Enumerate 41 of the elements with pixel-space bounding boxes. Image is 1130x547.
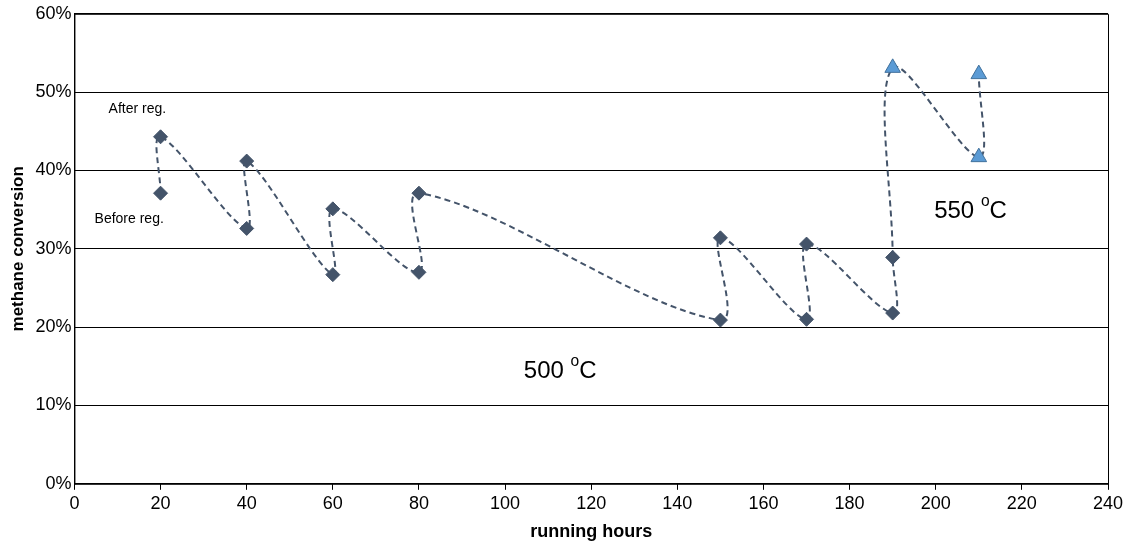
point	[885, 249, 901, 265]
point	[239, 153, 255, 169]
y-tick-label: 30%	[35, 237, 72, 258]
x-tick-label: 120	[576, 492, 607, 513]
y-tick-label: 50%	[35, 81, 72, 102]
x-tick-label: 20	[150, 492, 171, 513]
y-tick-label: 10%	[35, 394, 72, 415]
y-axis-title: methane conversion	[7, 166, 27, 332]
point	[970, 64, 988, 80]
point	[885, 305, 901, 321]
x-tick-label: 160	[748, 492, 779, 513]
y-tick-label: 60%	[35, 2, 72, 23]
x-tick-label: 240	[1092, 492, 1124, 513]
x-tick-label: 60	[322, 492, 343, 513]
x-axis-title: running hours	[530, 521, 653, 542]
x-tick-label: 0	[69, 492, 80, 513]
point	[325, 267, 341, 283]
x-tick-label: 180	[834, 492, 865, 513]
y-tick-label: 0%	[45, 472, 72, 493]
point	[153, 185, 169, 201]
point	[239, 220, 255, 236]
x-tick-label: 200	[920, 492, 951, 513]
x-tick-label: 40	[236, 492, 257, 513]
point	[325, 201, 341, 217]
point	[411, 264, 427, 280]
point	[884, 58, 901, 73]
point	[712, 230, 728, 246]
point	[799, 236, 815, 252]
y-tick-label: 20%	[35, 316, 72, 337]
point	[970, 147, 988, 163]
x-tick-label: 140	[662, 492, 693, 513]
annotation: Before reg.	[94, 210, 164, 227]
point	[411, 185, 427, 201]
point	[712, 312, 728, 328]
y-tick-label: 40%	[35, 159, 72, 180]
x-tick-label: 220	[1006, 492, 1037, 513]
annotation: After reg.	[108, 99, 167, 116]
point	[799, 311, 815, 327]
x-tick-label: 80	[408, 492, 429, 513]
point	[153, 129, 169, 145]
x-tick-label: 100	[490, 492, 521, 513]
